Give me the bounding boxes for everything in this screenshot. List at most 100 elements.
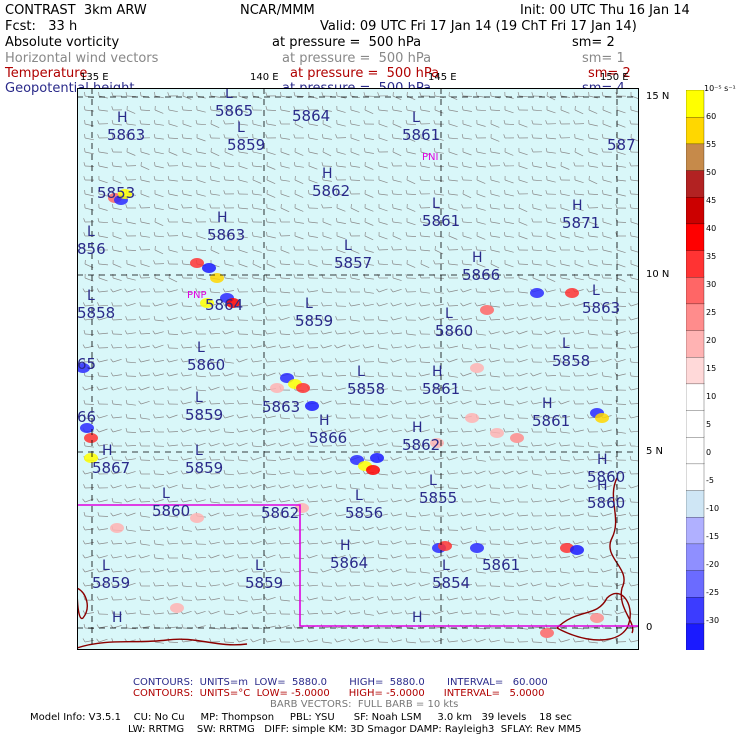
wind-barb	[294, 375, 305, 378]
wind-barb	[280, 556, 291, 559]
wind-barb-flag	[264, 568, 268, 573]
wind-barb-flag	[321, 316, 324, 321]
wind-barb-flag	[587, 246, 590, 251]
wind-barb-flag	[223, 358, 226, 363]
wind-barb-flag	[391, 372, 394, 377]
wind-barb-flag	[475, 316, 478, 321]
wind-barb-flag	[97, 260, 100, 265]
wind-barb	[196, 528, 207, 531]
wind-barb	[196, 470, 206, 475]
wind-barb	[280, 193, 290, 198]
wind-barb	[546, 487, 557, 490]
wind-barb	[112, 123, 122, 126]
lat-lon-grid	[77, 88, 639, 650]
wind-barb-flag	[250, 470, 254, 475]
wind-barb-flag	[558, 554, 562, 559]
wind-barb-flag	[531, 148, 534, 153]
wind-barb-flag	[390, 498, 394, 503]
wind-barb-flag	[124, 498, 128, 503]
wind-barb	[266, 235, 276, 239]
wind-barb	[392, 471, 402, 475]
wind-barb	[420, 249, 431, 252]
wind-barb	[266, 554, 276, 559]
wind-barb	[336, 542, 346, 545]
height-center-letter: L	[592, 283, 600, 299]
wind-barb	[574, 193, 585, 196]
wind-barb-flag	[195, 540, 198, 545]
wind-barb-flag	[363, 260, 366, 265]
wind-barb	[378, 598, 389, 601]
wind-barb	[210, 249, 220, 255]
wind-barb-flag	[377, 540, 380, 545]
wind-barb	[532, 193, 542, 196]
wind-barb-flag	[600, 568, 604, 573]
wind-barb	[140, 626, 150, 629]
wind-barb	[126, 109, 136, 114]
model-title: CONTRAST 3km ARW	[5, 3, 147, 18]
wind-barb-flag	[587, 232, 590, 237]
wind-barb	[322, 499, 332, 503]
wind-barb-flag	[110, 428, 114, 433]
wind-barb-flag	[490, 273, 492, 279]
wind-barb	[182, 499, 192, 503]
wind-barb-flag	[475, 400, 478, 405]
wind-barb	[434, 374, 445, 377]
wind-barb-flag	[182, 231, 184, 237]
wind-barb	[546, 221, 556, 225]
wind-barb	[126, 417, 137, 420]
wind-barb	[378, 303, 388, 307]
height-value: 5855	[419, 489, 457, 507]
wind-barb	[560, 499, 570, 503]
wind-barb	[126, 403, 136, 406]
wind-barb	[84, 249, 94, 252]
colorbar-label: 40	[706, 224, 717, 233]
wind-barb	[378, 543, 389, 546]
wind-barb-flag	[181, 414, 184, 419]
wind-barb-flag	[194, 400, 198, 405]
wind-barb	[252, 456, 262, 461]
wind-barb-flag	[293, 582, 296, 587]
wind-barb	[280, 263, 291, 265]
wind-barb-flag	[433, 428, 436, 433]
wind-barb-flag	[503, 204, 506, 209]
wind-barb-flag	[125, 232, 128, 237]
wind-barb-flag	[166, 288, 170, 293]
wind-barb-flag	[335, 456, 338, 461]
wind-barb-flag	[629, 400, 632, 405]
wind-barb-flag	[530, 568, 534, 573]
wind-barb-flag	[531, 302, 534, 307]
wind-barb	[392, 358, 402, 363]
wind-barb-flag	[349, 554, 352, 559]
wind-barb	[602, 221, 612, 225]
wind-barb-flag	[629, 358, 632, 363]
wind-barb-flag	[530, 554, 534, 559]
wind-barb	[406, 221, 416, 226]
wind-barb	[238, 207, 249, 210]
wind-barb-flag	[418, 582, 422, 587]
wind-barb	[616, 330, 626, 335]
wind-barb-flag	[490, 147, 492, 153]
wind-barb-flag	[531, 456, 534, 461]
wind-barb-flag	[236, 498, 240, 503]
wind-barb-flag	[517, 134, 520, 139]
wind-barb	[574, 95, 585, 97]
wind-barb-flag	[167, 512, 170, 517]
wind-barb	[546, 472, 557, 475]
colorbar-swatch	[686, 569, 705, 598]
wind-barb-flag	[545, 610, 548, 615]
wind-barb	[518, 95, 529, 98]
wind-barb	[588, 137, 598, 140]
wind-barb	[196, 401, 206, 405]
wind-barb-flag	[223, 400, 226, 405]
wind-barb-flag	[279, 330, 282, 335]
wind-barb	[182, 151, 192, 155]
wind-barb-flag	[405, 372, 408, 377]
wind-barb-flag	[293, 316, 296, 321]
wind-barb-flag	[544, 596, 548, 601]
height-value: 5860	[587, 468, 625, 486]
wind-barb-flag	[251, 386, 254, 391]
wind-barb-flag	[404, 400, 408, 405]
wind-barb-flag	[433, 372, 436, 377]
wind-barb-flag	[348, 610, 352, 615]
